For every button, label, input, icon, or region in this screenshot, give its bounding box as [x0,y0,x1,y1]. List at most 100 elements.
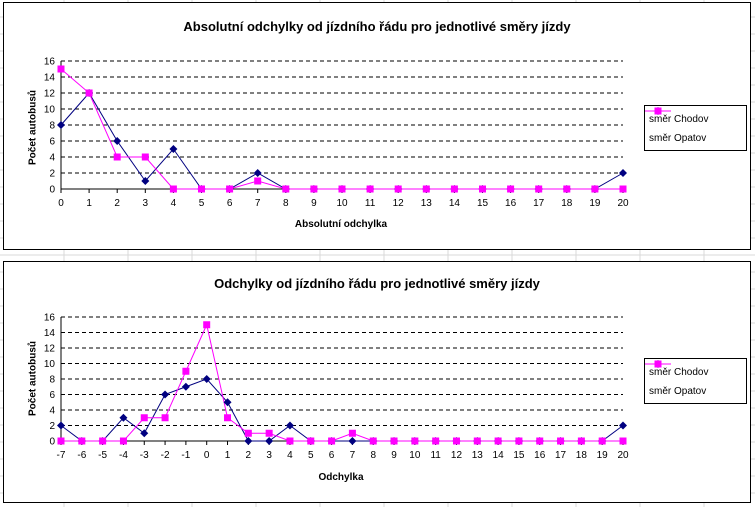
x-tick-label: 6 [227,198,233,209]
x-tick-label: 17 [555,450,567,461]
opatov-data-point [348,429,356,437]
opatov-data-point [619,185,627,193]
y-tick-label: 16 [44,57,56,68]
opatov-data-point [390,437,398,445]
x-tick-label: 3 [143,198,149,209]
opatov-data-point [366,185,374,193]
opatov-data-point [479,185,486,193]
y-tick-label: 14 [44,73,56,84]
chodov-data-point [348,437,357,445]
x-tick-label: 0 [204,450,210,461]
legend-label: směr Chodov [649,114,709,125]
x-tick-label: 8 [283,198,289,209]
opatov-data-point [450,185,458,193]
chart-title: Odchylky od jízdního řádu pro jednotlivé… [214,276,540,291]
square-marker-icon [645,360,671,368]
x-tick-label: 5 [199,198,205,209]
y-axis-label: Počet autobusů [27,341,39,417]
opatov-data-point [182,367,190,375]
y-tick-label: 4 [49,153,55,164]
chodov-data-point [619,421,627,430]
legend-marker [654,107,662,115]
chart-deviations[interactable]: Odchylky od jízdního řádu pro jednotlivé… [3,261,751,503]
y-tick-label: 0 [49,185,55,196]
chodov-data-point [140,429,149,438]
y-tick-label: 12 [44,89,56,100]
opatov-data-point [224,414,232,422]
legend-item-opatov: směr Opatov [645,107,742,148]
opatov-data-point [226,185,234,193]
chodov-data-point [169,145,178,153]
x-tick-label: 12 [451,450,463,461]
opatov-data-point [515,437,523,445]
opatov-data-point [432,437,440,445]
y-tick-label: 8 [49,375,55,386]
x-tick-label: 3 [266,450,272,461]
x-tick-label: 14 [449,198,461,209]
opatov-data-point [169,185,177,193]
opatov-data-point [99,437,107,445]
x-tick-label: 19 [589,198,601,209]
x-tick-label: 18 [561,198,573,209]
opatov-data-point [619,437,627,445]
chodov-data-point [244,437,253,445]
legend-label: směr Opatov [649,386,707,397]
x-tick-label: 10 [409,450,421,461]
x-tick-label: 16 [534,450,546,461]
chodov-data-point [223,398,232,407]
x-tick-label: 8 [370,450,376,461]
x-tick-label: 20 [617,198,629,209]
opatov-data-point [282,185,290,193]
x-tick-label: 15 [477,198,489,209]
opatov-data-point [265,429,273,437]
x-tick-label: 7 [255,198,261,209]
x-tick-label: 13 [421,198,433,209]
opatov-data-point [113,153,121,161]
x-tick-label: 19 [597,450,609,461]
chart-title: Absolutní odchylky od jízdního řádu pro … [183,19,571,34]
opatov-data-point [57,437,65,445]
x-tick-label: 9 [391,450,397,461]
opatov-data-point [577,437,585,445]
x-tick-label: 1 [225,450,231,461]
chodov-data-point [181,382,190,391]
square-marker-icon [645,107,671,115]
y-axis-label: Počet autobusů [27,90,39,166]
opatov-data-point [338,185,346,193]
x-tick-label: 11 [365,198,376,209]
legend-label: směr Opatov [649,133,707,144]
chodov-data-point [619,169,627,177]
x-tick-label: 9 [311,198,317,209]
opatov-data-point [535,185,543,193]
y-tick-label: 6 [49,390,55,401]
x-tick-label: 13 [472,450,484,461]
x-tick-label: -5 [98,450,107,461]
x-tick-label: 7 [350,450,356,461]
opatov-data-point [161,414,169,422]
legend-marker [654,360,662,368]
legend: směr Chodov směr Opatov [644,358,747,404]
y-tick-label: 8 [49,121,55,132]
legend-item-opatov: směr Opatov [645,360,742,401]
opatov-data-point [422,185,430,193]
opatov-data-point [254,177,262,185]
chodov-data-point [253,169,262,177]
legend-label: směr Chodov [649,367,709,378]
chodov-data-point [119,413,128,422]
x-tick-label: 2 [246,450,252,461]
x-tick-label: 1 [86,198,92,209]
opatov-data-point [203,321,211,329]
x-tick-label: -7 [57,450,66,461]
x-tick-label: 4 [287,450,293,461]
legend: směr Chodov směr Opatov [644,105,747,151]
x-tick-label: 14 [493,450,505,461]
x-tick-label: 12 [393,198,405,209]
opatov-data-point [369,437,377,445]
y-tick-label: 12 [44,344,56,355]
x-tick-label: -4 [119,450,128,461]
chart-absolute-deviations[interactable]: Absolutní odchylky od jízdního řádu pro … [3,2,751,250]
opatov-data-point [57,65,65,73]
x-tick-label: 10 [336,198,348,209]
chodov-data-point [202,375,211,383]
chodov-data-point [161,390,170,399]
